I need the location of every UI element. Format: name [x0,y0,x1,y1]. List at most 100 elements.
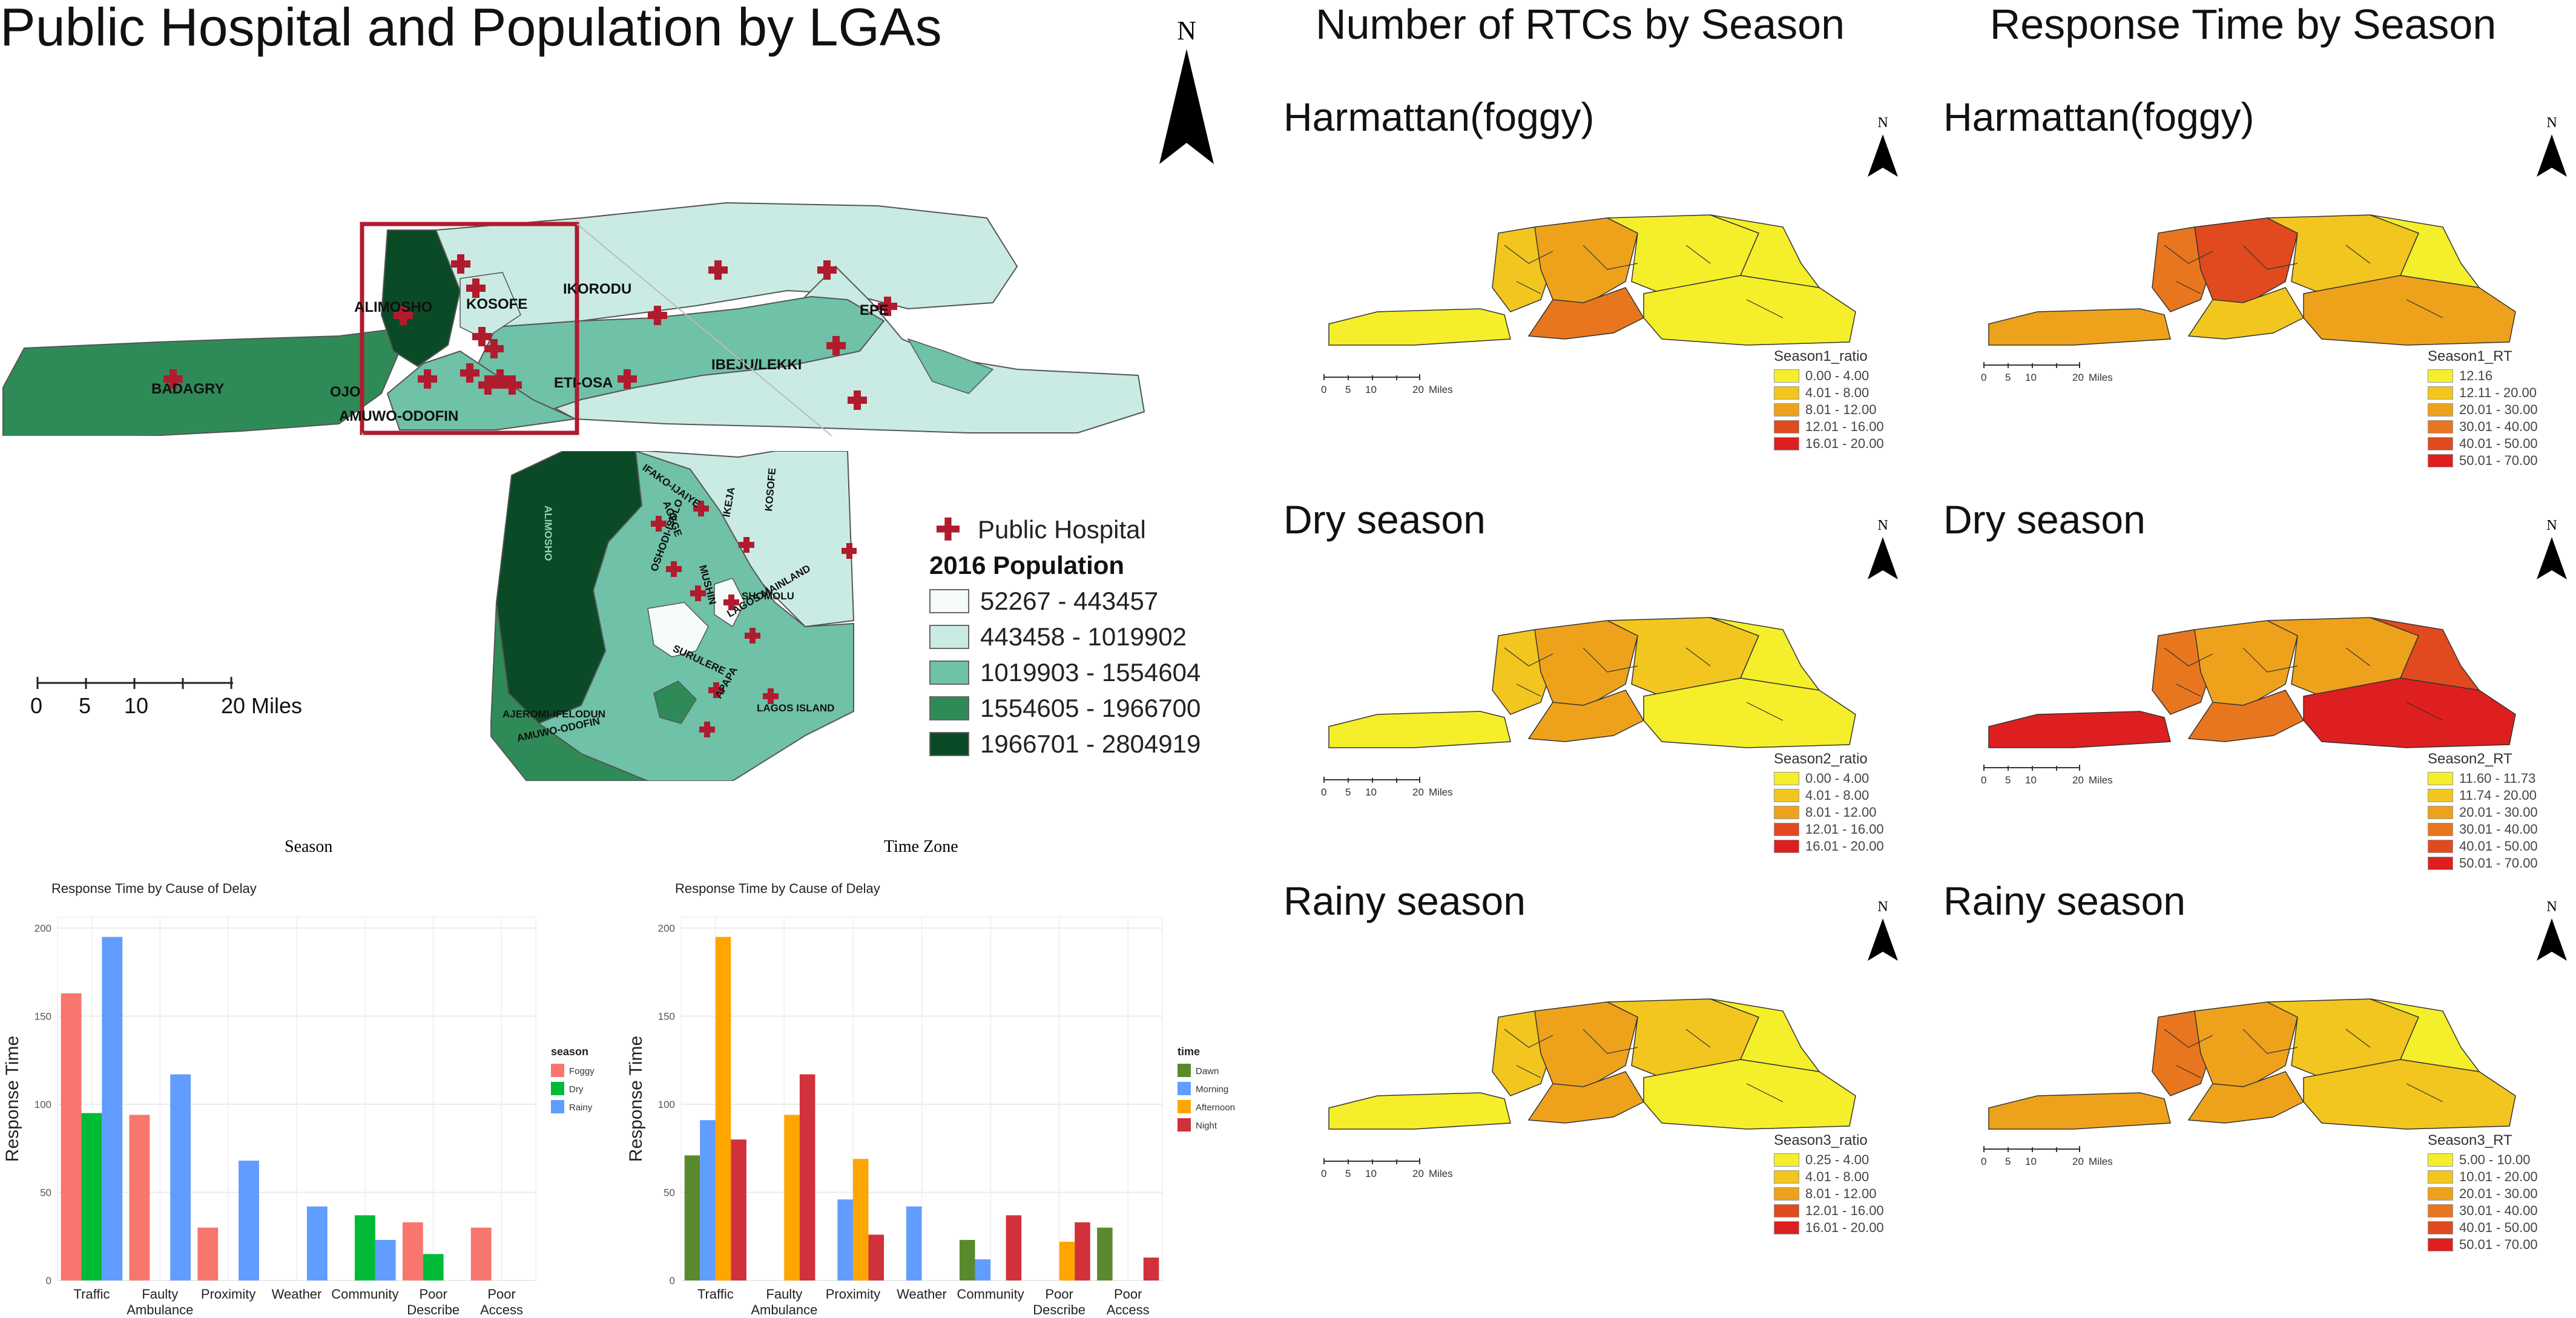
y-tick-label: 100 [35,1099,51,1110]
season-label: Dry season [1943,497,2146,542]
legend-row: 40.01 - 50.00 [2428,838,2538,855]
season-label: Rainy season [1943,878,2186,923]
legend-swatch [929,731,969,756]
legend-row: 4.01 - 8.00 [1774,787,1884,804]
north-arrow-icon: N [1865,899,1901,967]
legend-swatch [1178,1064,1191,1077]
x-tick-label: Weather [897,1287,947,1302]
bar-foggy [470,1227,492,1280]
bar-dawn [959,1240,975,1280]
bar-foggy [61,993,82,1280]
bar-morning [906,1206,922,1280]
legend-row: 30.01 - 40.00 [2428,821,2538,838]
legend-title: time [1178,1046,1200,1058]
legend-swatch [929,696,969,720]
legend-row: 12.11 - 20.00 [2428,384,2538,401]
x-tick-label: Poor [1114,1287,1142,1302]
season-legend: Season3_RT 5.00 - 10.00 10.01 - 20.00 20.01… [2428,1132,2538,1252]
scale-bar: 0 5 10 20 Miles [30,672,302,720]
bar-morning [837,1199,853,1280]
legend-swatch [551,1082,564,1095]
legend-swatch [1178,1100,1191,1113]
bar-afternoon [852,1159,869,1280]
mini-scale-bar: 0 5 10 20 Miles [1981,763,2113,789]
legend-row: 11.60 - 11.73 [2428,770,2538,787]
legend-title: season [551,1046,588,1058]
bar-dry [423,1254,444,1280]
x-tick-label: Poor [1045,1287,1073,1302]
legend-label: 1554605 - 1966700 [980,693,1201,722]
x-tick-label: Describe [1033,1302,1085,1317]
season-choropleth [1328,214,1856,346]
legend-row: 8.01 - 12.00 [1774,1185,1884,1202]
x-tick-label: Poor [419,1287,447,1302]
season-choropleth [1988,617,2516,748]
bar-rainy [375,1240,396,1280]
legend-row: 0.25 - 4.00 [1774,1152,1884,1168]
legend-row: 4.01 - 8.00 [1774,1168,1884,1185]
bar-night [799,1074,815,1280]
legend-label: Foggy [569,1066,595,1076]
x-tick-label: Describe [407,1302,460,1317]
x-tick-label: Ambulance [127,1302,193,1317]
legend-row: 12.01 - 16.00 [1774,1202,1884,1219]
response-season-map-panel: Dry season N 0 5 10 20 Miles Season2_RT 11.60 - … [1943,496,2576,872]
mini-scale-bar: 0 5 10 20 Miles [1981,1144,2113,1170]
x-tick-label: Proximity [826,1287,880,1302]
timezone-chart-heading: Time Zone [884,837,958,856]
season-choropleth [1988,214,2516,346]
legend-label: Dawn [1196,1066,1219,1076]
north-arrow-icon: N [1865,115,1901,183]
bar-rainy [170,1074,191,1280]
legend-label: Morning [1196,1084,1228,1095]
rtc-column-title: Number of RTCs by Season [1315,1,1845,48]
svg-text:IKORODU: IKORODU [563,281,631,297]
north-arrow-icon: N [1153,15,1220,170]
legend-swatch [551,1064,564,1077]
map-title: Public Hospital and Population by LGAs [0,0,942,57]
y-tick-label: 150 [35,1011,51,1023]
svg-text:BADAGRY: BADAGRY [151,381,224,397]
y-tick-label: 50 [40,1187,51,1199]
rtc-season-map-panel: Rainy season N 0 5 10 20 Miles Season3_ratio 0.2… [1283,878,1925,1253]
legend-row: 0.00 - 4.00 [1774,367,1884,384]
legend-row: 50.01 - 70.00 [2428,855,2538,872]
legend-population-title: 2016 Population [929,550,1125,579]
x-tick-label: Community [331,1287,398,1302]
chart-title: Response Time by Cause of Delay [675,881,880,896]
legend-row: 10.01 - 20.00 [2428,1168,2538,1185]
bar-foggy [402,1222,423,1280]
rtc-season-map-panel: Harmattan(foggy) N 0 5 10 20 Miles Season1_rati… [1283,94,1925,469]
season-label: Harmattan(foggy) [1283,94,1595,139]
legend-label: Dry [569,1084,584,1095]
season-bar-chart: Response Time by Cause of Delay Response … [2,881,595,1317]
bar-foggy [129,1115,150,1280]
legend-row: 16.01 - 20.00 [1774,435,1884,452]
season-label: Harmattan(foggy) [1943,94,2255,139]
lagos-population-map: ALIMOSHO KOSOFE IKORODU EPE BADAGRY OJO … [2,202,1145,436]
svg-text:ALIMOSHO: ALIMOSHO [354,299,432,315]
svg-text:OJO: OJO [330,384,361,400]
legend-population-class: 443458 - 1019902 [929,619,1201,654]
legend-row: 0.00 - 4.00 [1774,770,1884,787]
legend-population-class: 52267 - 443457 [929,583,1201,619]
legend-row: 16.01 - 20.00 [1774,838,1884,855]
bar-morning [700,1120,716,1280]
bar-night [731,1139,746,1280]
season-legend: Season1_ratio 0.00 - 4.00 4.01 - 8.00 8.01 … [1774,348,1884,452]
mini-scale-bar: 0 5 10 20 Miles [1321,775,1453,801]
legend-label: Rainy [569,1102,593,1113]
legend-swatch [929,660,969,685]
legend-hospital: ✚ Public Hospital [929,512,1201,547]
bar-dawn [684,1155,700,1280]
x-tick-label: Faulty [766,1287,802,1302]
season-legend: Season2_RT 11.60 - 11.73 11.74 - 20.00 20.0… [2428,751,2538,872]
legend-row: 8.01 - 12.00 [1774,804,1884,821]
x-tick-label: Faulty [142,1287,178,1302]
legend-label: Night [1196,1121,1217,1131]
x-tick-label: Weather [272,1287,322,1302]
y-tick-label: 200 [658,923,675,934]
y-tick-label: 0 [46,1275,51,1287]
bar-dry [354,1215,375,1280]
x-tick-label: Access [1107,1302,1150,1317]
